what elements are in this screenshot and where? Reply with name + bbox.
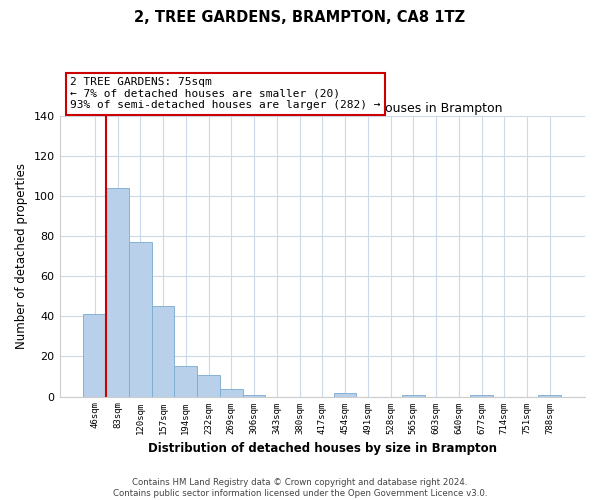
Bar — [538, 394, 561, 396]
Text: 2, TREE GARDENS, BRAMPTON, CA8 1TZ: 2, TREE GARDENS, BRAMPTON, CA8 1TZ — [134, 10, 466, 25]
Bar — [334, 392, 356, 396]
Bar — [129, 242, 152, 396]
Text: 2 TREE GARDENS: 75sqm
← 7% of detached houses are smaller (20)
93% of semi-detac: 2 TREE GARDENS: 75sqm ← 7% of detached h… — [70, 77, 380, 110]
Bar — [152, 306, 175, 396]
Bar — [470, 394, 493, 396]
Bar — [175, 366, 197, 396]
Text: Contains HM Land Registry data © Crown copyright and database right 2024.
Contai: Contains HM Land Registry data © Crown c… — [113, 478, 487, 498]
Bar — [106, 188, 129, 396]
Bar — [402, 394, 425, 396]
Bar — [83, 314, 106, 396]
Bar — [220, 388, 242, 396]
Y-axis label: Number of detached properties: Number of detached properties — [15, 163, 28, 349]
Bar — [197, 374, 220, 396]
Bar — [242, 394, 265, 396]
X-axis label: Distribution of detached houses by size in Brampton: Distribution of detached houses by size … — [148, 442, 497, 455]
Title: Size of property relative to detached houses in Brampton: Size of property relative to detached ho… — [143, 102, 502, 114]
